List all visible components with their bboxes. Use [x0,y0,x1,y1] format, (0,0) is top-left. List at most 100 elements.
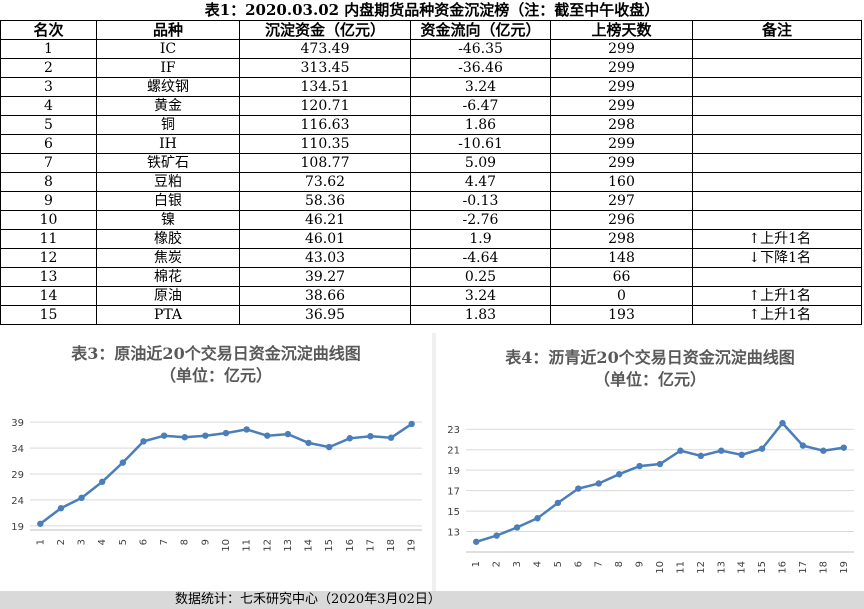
rank-cell: 8 [0,172,97,192]
fund-cell: 46.21 [239,210,411,230]
footer-text: 数据统计：七禾研究中心（2020年3月02日） [175,592,441,607]
name-cell: 白银 [96,191,240,211]
y-tick-label: 13 [447,528,460,539]
data-point [37,520,44,527]
data-point [799,442,807,449]
header-rank: 名次 [0,20,97,40]
data-point [284,430,292,438]
flow-cell: 3.24 [410,286,551,306]
name-cell: 原油 [96,286,240,306]
note-cell: ↑上升1名 [692,286,862,306]
rank-cell: 12 [0,248,97,268]
note-cell [692,96,862,116]
name-cell: IC [96,39,240,59]
x-tick-label: 6 [138,539,149,545]
fund-cell: 36.95 [239,305,411,325]
name-cell: 黄金 [96,96,240,116]
header-name: 品种 [96,20,240,40]
header-days: 上榜天数 [550,20,693,40]
x-tick-label: 15 [324,539,335,552]
x-tick-label: 4 [532,561,543,567]
x-tick-label: 1 [471,561,482,567]
fund-ranking-table: 名次 品种 沉淀资金（亿元） 资金流向（亿元） 上榜天数 备注 1 IC 473.4… [0,20,862,325]
name-cell: 铜 [96,115,240,135]
table-title: 表1：2020.03.02 内盘期货品种资金沉淀榜（注：截至中午收盘） [0,0,864,20]
note-cell [692,172,862,192]
x-tick-label: 7 [159,539,170,545]
table-row: 10 镍 46.21 -2.76 296 [0,210,862,230]
table-row: 8 豆粕 73.62 4.47 160 [0,172,862,192]
days-cell: 148 [550,248,693,268]
flow-cell: -6.47 [410,96,551,116]
x-tick-label: 7 [594,561,605,567]
flow-cell: -46.35 [410,39,551,59]
flow-cell: -10.61 [410,134,551,154]
x-tick-label: 8 [614,561,625,567]
data-point [222,429,230,437]
x-tick-label: 3 [77,539,88,545]
days-cell: 297 [550,191,693,211]
x-tick-label: 10 [221,539,232,552]
days-cell: 66 [550,267,693,287]
data-point [534,515,541,522]
rank-cell: 9 [0,191,97,211]
rank-cell: 7 [0,153,97,173]
x-tick-label: 17 [798,561,809,574]
chart-divider [432,333,436,591]
table-row: 3 螺纹钢 134.51 3.24 299 [0,77,862,97]
flow-cell: 3.24 [410,77,551,97]
data-point [264,432,271,439]
days-cell: 296 [550,210,693,230]
rank-cell: 4 [0,96,97,116]
x-tick-label: 2 [56,539,67,545]
x-tick-label: 16 [345,539,356,552]
y-tick-label: 21 [447,446,460,457]
x-tick-label: 13 [716,561,727,574]
table-row: 1 IC 473.49 -46.35 299 [0,39,862,59]
x-tick-label: 2 [492,561,503,567]
series-line [475,421,844,543]
rank-cell: 2 [0,58,97,78]
name-cell: PTA [96,305,240,325]
fund-cell: 73.62 [239,172,411,192]
flow-cell: -0.13 [410,191,551,211]
data-point [738,451,745,459]
fund-cell: 46.01 [239,229,411,249]
fund-cell: 43.03 [239,248,411,268]
days-cell: 299 [550,39,693,59]
fund-cell: 58.36 [239,191,411,211]
data-point [779,419,786,427]
fund-cell: 108.77 [239,153,411,173]
x-tick-label: 12 [262,539,273,552]
data-point [820,447,827,454]
note-cell: ↑上升1名 [692,305,862,325]
header-flow: 资金流向（亿元） [410,20,551,40]
data-point [758,445,766,452]
y-tick-label: 19 [447,466,460,477]
flow-cell: -36.46 [410,58,551,78]
table-row: 15 PTA 36.95 1.83 193 ↑上升1名 [0,305,862,325]
flow-cell: 1.9 [410,229,551,249]
x-tick-label: 8 [180,539,191,545]
rank-cell: 3 [0,77,97,97]
table-row: 6 IH 110.35 -10.61 299 [0,134,862,154]
days-cell: 299 [550,153,693,173]
x-tick-label: 18 [386,539,397,552]
name-cell: 镍 [96,210,240,230]
days-cell: 299 [550,77,693,97]
days-cell: 298 [550,115,693,135]
crude-oil-chart-subtitle: （单位：亿元） [159,366,272,385]
data-point [575,485,582,492]
x-tick-label: 5 [118,539,129,545]
data-point [243,426,250,433]
footer: 数据统计：七禾研究中心（2020年3月02日） [0,591,864,609]
days-cell: 0 [550,286,693,306]
days-cell: 299 [550,58,693,78]
x-tick-label: 15 [757,561,768,574]
x-tick-label: 9 [635,561,646,567]
days-cell: 193 [550,305,693,325]
fund-cell: 134.51 [239,77,411,97]
data-point [305,439,312,447]
data-point [595,480,602,487]
table-row: 9 白银 58.36 -0.13 297 [0,191,862,211]
